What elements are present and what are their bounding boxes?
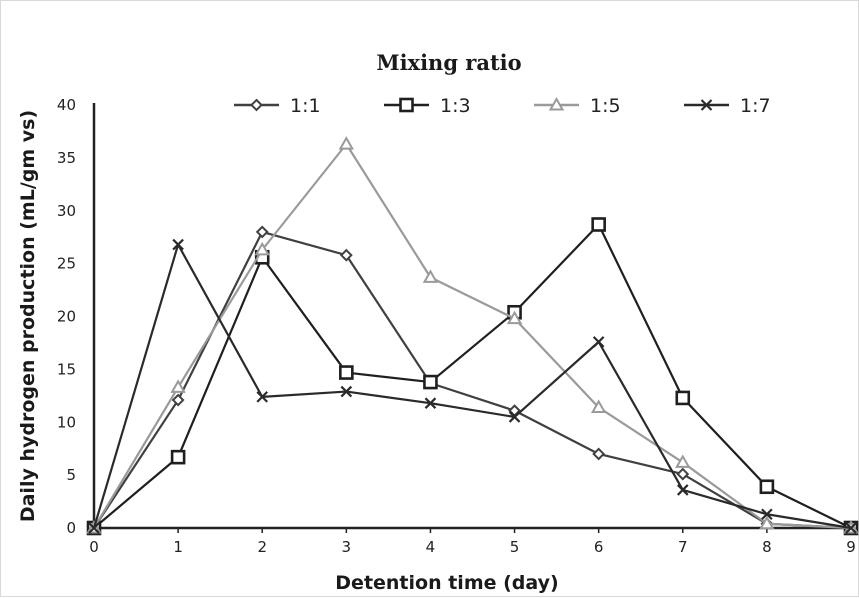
x-axis-label: Detention time (day) (335, 572, 558, 594)
series-line (92, 243, 852, 530)
data-point (506, 310, 523, 325)
data-point (424, 397, 437, 409)
data-point (88, 522, 100, 534)
data-point (171, 393, 185, 407)
series-1 (87, 225, 858, 535)
x-tick-label: 1 (173, 538, 183, 556)
data-point (422, 269, 439, 283)
x-tick-label: 6 (594, 538, 604, 556)
x-tick-label: 9 (846, 538, 856, 556)
series-2 (86, 217, 859, 536)
legend: 1:1 1:3 1:5 1:7 (234, 95, 771, 117)
series-line (93, 230, 852, 530)
data-point (676, 484, 689, 496)
legend-label: 1:5 (590, 95, 621, 117)
series-3 (86, 136, 859, 534)
y-tick-label: 5 (66, 466, 76, 484)
x-tick-label: 5 (510, 538, 520, 556)
data-point (339, 365, 354, 380)
data-point (423, 374, 438, 390)
data-point (256, 391, 269, 403)
y-tick-label: 10 (57, 413, 76, 431)
data-point (590, 399, 607, 413)
x-tick-label: 4 (426, 538, 436, 556)
x-tick-label: 8 (762, 538, 772, 556)
y-tick-label: 40 (57, 96, 76, 114)
legend-item: 1:5 (534, 95, 621, 117)
data-point (759, 515, 775, 530)
data-point (845, 522, 857, 534)
data-point (592, 447, 606, 461)
legend-label: 1:7 (740, 95, 771, 117)
axes (92, 103, 851, 530)
legend-marker (548, 96, 565, 111)
x-tick-label: 3 (342, 538, 352, 556)
y-tick-label: 0 (66, 519, 76, 537)
y-tick-labels: 0 5 10 15 20 25 30 35 40 (57, 96, 76, 537)
series-layer (86, 136, 859, 536)
legend-label: 1:3 (440, 95, 471, 117)
data-point (675, 390, 691, 406)
data-point (675, 454, 691, 468)
data-point (761, 508, 773, 521)
legend-item: 1:7 (684, 95, 771, 117)
data-point (338, 136, 355, 150)
series-line (93, 143, 852, 530)
x-tick-labels: 0 1 2 3 4 5 6 7 8 9 (89, 528, 856, 556)
legend-marker (399, 97, 414, 113)
data-point (759, 479, 775, 495)
data-point (339, 248, 353, 262)
data-point (592, 336, 605, 348)
data-point (170, 379, 186, 393)
series-line (93, 223, 852, 529)
y-tick-label: 20 (57, 308, 76, 326)
data-point (170, 449, 186, 465)
data-point (255, 225, 269, 239)
y-tick-label: 30 (57, 202, 76, 220)
series-4 (88, 238, 857, 534)
legend-marker (700, 99, 713, 111)
y-tick-label: 25 (57, 255, 76, 273)
data-point (254, 241, 270, 256)
y-axis-label: Daily hydrogen production (mL/gm vs) (17, 110, 39, 522)
data-point (591, 217, 606, 232)
legend-marker (250, 98, 263, 112)
legend-item: 1:1 (234, 95, 321, 117)
y-tick-label: 35 (57, 149, 76, 167)
chart-title: Mixing ratio (376, 50, 521, 75)
y-tick-label: 15 (57, 360, 76, 378)
x-tick-label: 0 (89, 538, 99, 556)
x-tick-label: 2 (257, 538, 267, 556)
data-point (676, 467, 690, 481)
data-point (172, 238, 184, 251)
data-point (508, 411, 521, 423)
legend-label: 1:1 (290, 95, 321, 117)
legend-item: 1:3 (384, 95, 471, 117)
x-tick-label: 7 (678, 538, 688, 556)
data-point (340, 385, 353, 398)
